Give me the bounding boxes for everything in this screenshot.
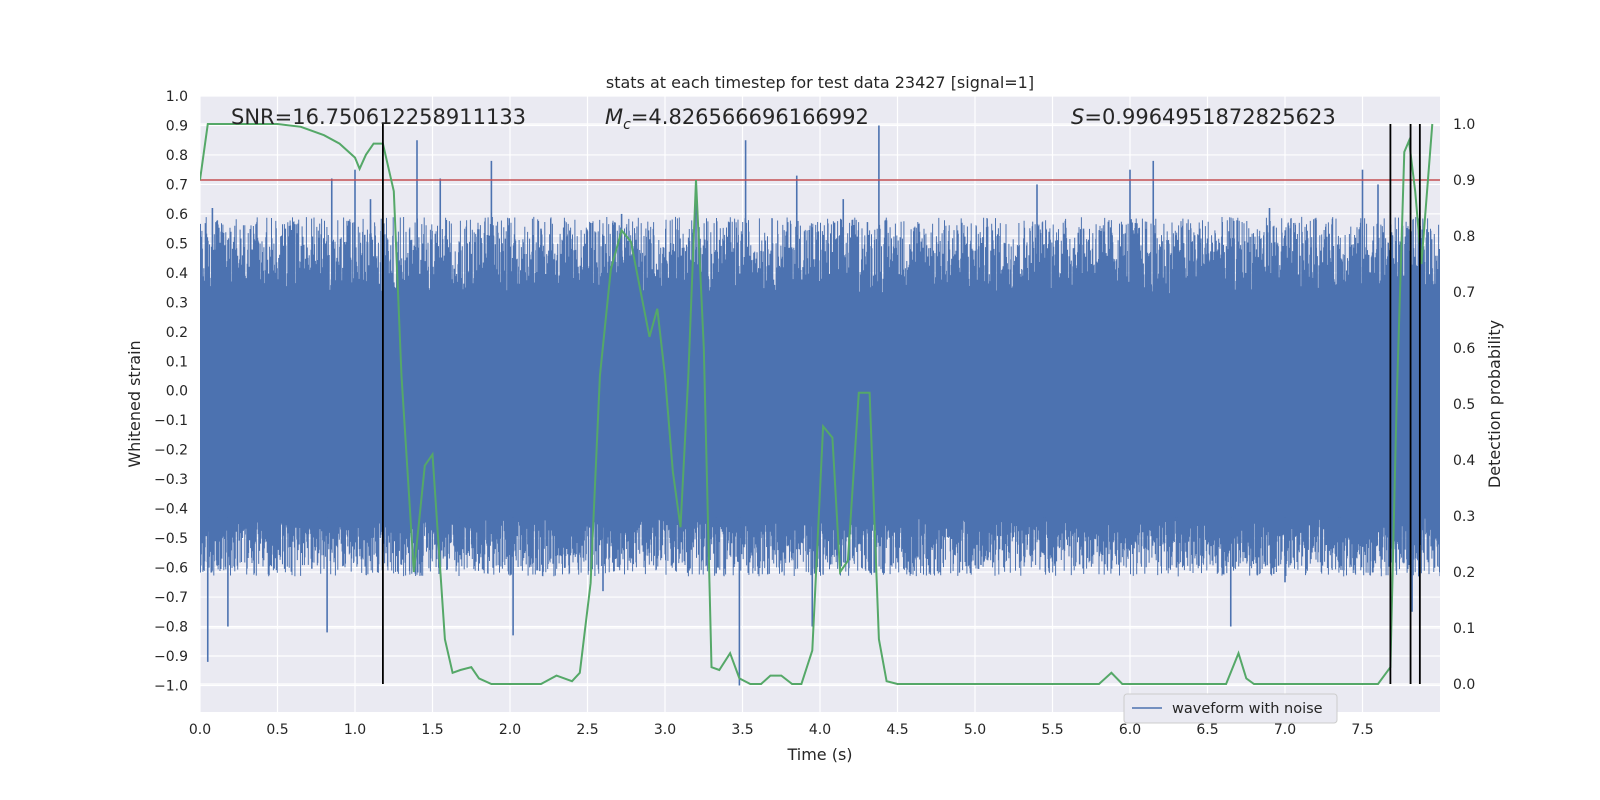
s-value: =0.9964951872825623 xyxy=(1084,105,1335,129)
y-tick-label-left: −0.3 xyxy=(154,472,188,488)
x-tick-label: 7.5 xyxy=(1351,722,1373,738)
y-tick-label-left: −0.8 xyxy=(154,620,188,636)
y-tick-label-left: −0.7 xyxy=(154,590,188,606)
chart-title: stats at each timestep for test data 234… xyxy=(606,73,1034,92)
x-tick-label: 6.5 xyxy=(1196,722,1218,738)
x-tick-label: 5.5 xyxy=(1041,722,1063,738)
y-tick-label-right: 0.2 xyxy=(1453,565,1475,581)
y-tick-label-right: 0.9 xyxy=(1453,173,1475,189)
chirp-mass-value: =4.826566696166992 xyxy=(631,105,869,129)
y-tick-label-left: 0.3 xyxy=(166,295,188,311)
y-axis-label-right: Detection probability xyxy=(1485,320,1504,488)
y-tick-label-right: 0.7 xyxy=(1453,285,1475,301)
x-tick-label: 4.5 xyxy=(886,722,908,738)
y-tick-label-left: 0.2 xyxy=(166,325,188,341)
legend-entry: waveform with noise xyxy=(1172,701,1323,717)
y-tick-label-left: −0.4 xyxy=(154,502,188,518)
x-tick-label: 2.5 xyxy=(576,722,598,738)
y-tick-label-left: −0.2 xyxy=(154,443,188,459)
s-annotation: S=0.9964951872825623 xyxy=(1071,105,1336,129)
x-axis-label: Time (s) xyxy=(786,745,852,764)
y-tick-label-left: 0.4 xyxy=(166,266,188,282)
y-tick-label-left: 0.1 xyxy=(166,354,188,370)
x-tick-label: 1.0 xyxy=(344,722,366,738)
y-tick-label-left: −0.1 xyxy=(154,413,188,429)
y-tick-label-left: −0.6 xyxy=(154,561,188,577)
chirp-mass-symbol: M xyxy=(605,105,623,129)
x-tick-label: 3.0 xyxy=(654,722,676,738)
y-tick-label-left: 1.0 xyxy=(166,89,188,105)
y-tick-label-right: 1.0 xyxy=(1453,117,1475,133)
x-tick-label: 3.5 xyxy=(731,722,753,738)
x-tick-label: 0.5 xyxy=(266,722,288,738)
y-tick-label-right: 0.8 xyxy=(1453,229,1475,245)
y-tick-label-right: 0.1 xyxy=(1453,621,1475,637)
detection-probability-line xyxy=(200,123,1434,685)
vertical-markers xyxy=(381,124,1421,684)
y-tick-label-left: 0.7 xyxy=(166,177,188,193)
snr-annotation: SNR=16.750612258911133 xyxy=(231,105,526,129)
legend: waveform with noise xyxy=(1123,693,1338,724)
y-tick-label-left: 0.8 xyxy=(166,148,188,164)
x-tick-label: 6.0 xyxy=(1119,722,1141,738)
y-tick-label-left: 0.5 xyxy=(166,236,188,252)
s-symbol: S xyxy=(1071,105,1084,129)
x-tick-label: 1.5 xyxy=(421,722,443,738)
y-tick-label-left: 0.0 xyxy=(166,384,188,400)
y-tick-label-left: −0.9 xyxy=(154,649,188,665)
y-tick-label-left: 0.9 xyxy=(166,118,188,134)
y-tick-label-left: −1.0 xyxy=(154,678,188,694)
chirp-mass-annotation: Mc=4.826566696166992 xyxy=(605,105,869,133)
y-tick-label-left: −0.5 xyxy=(154,531,188,547)
x-tick-label: 0.0 xyxy=(189,722,211,738)
tick-labels: 0.0 0.5 1.0 1.5 2.0 2.5 3.0 3.5 4.0 4.5 5.0 5.5 6.0 6… xyxy=(154,89,1475,738)
legend-box xyxy=(1123,693,1338,724)
series-layer xyxy=(200,123,1440,686)
y-tick-label-right: 0.3 xyxy=(1453,509,1475,525)
x-tick-label: 7.0 xyxy=(1274,722,1296,738)
y-tick-label-right: 0.4 xyxy=(1453,453,1475,469)
y-tick-label-right: 0.0 xyxy=(1453,677,1475,693)
y-tick-label-right: 0.5 xyxy=(1453,397,1475,413)
y-tick-label-left: 0.6 xyxy=(166,207,188,223)
y-tick-label-right: 0.6 xyxy=(1453,341,1475,357)
chirp-mass-subscript: c xyxy=(623,117,631,133)
x-tick-label: 4.0 xyxy=(809,722,831,738)
y-axis-label-left: Whitened strain xyxy=(125,340,144,467)
x-tick-label: 5.0 xyxy=(964,722,986,738)
x-tick-label: 2.0 xyxy=(499,722,521,738)
